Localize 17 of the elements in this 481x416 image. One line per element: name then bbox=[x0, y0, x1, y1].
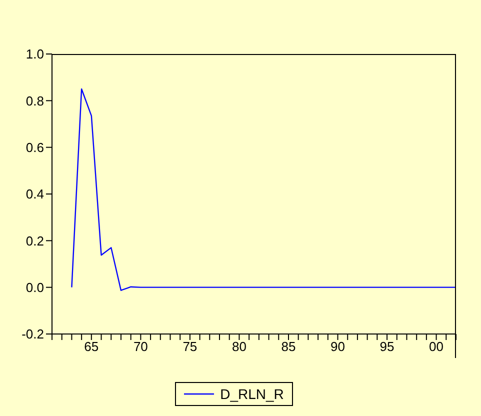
x-tick-label: 85 bbox=[281, 339, 296, 354]
y-tick-label: 0.6 bbox=[26, 140, 44, 155]
x-tick-label: 80 bbox=[232, 339, 246, 354]
y-tick-label: -0.2 bbox=[22, 326, 44, 342]
y-tick-label: 0.4 bbox=[26, 186, 44, 202]
x-tick-label: 00 bbox=[429, 339, 444, 354]
line-series bbox=[71, 88, 456, 291]
y-tick-label: 0.2 bbox=[26, 233, 44, 248]
x-tick-label: 90 bbox=[330, 339, 345, 354]
x-tick-label: 95 bbox=[380, 339, 394, 354]
y-tick-label: 0.8 bbox=[26, 93, 44, 108]
legend-label: D_RLN_R bbox=[220, 386, 284, 402]
y-tick-label: 1.0 bbox=[26, 46, 44, 62]
x-tick-label: 65 bbox=[84, 339, 99, 354]
x-tick-label: 70 bbox=[133, 339, 148, 354]
x-tick-label: 75 bbox=[182, 339, 198, 354]
y-tick-label: 0.0 bbox=[26, 280, 44, 295]
